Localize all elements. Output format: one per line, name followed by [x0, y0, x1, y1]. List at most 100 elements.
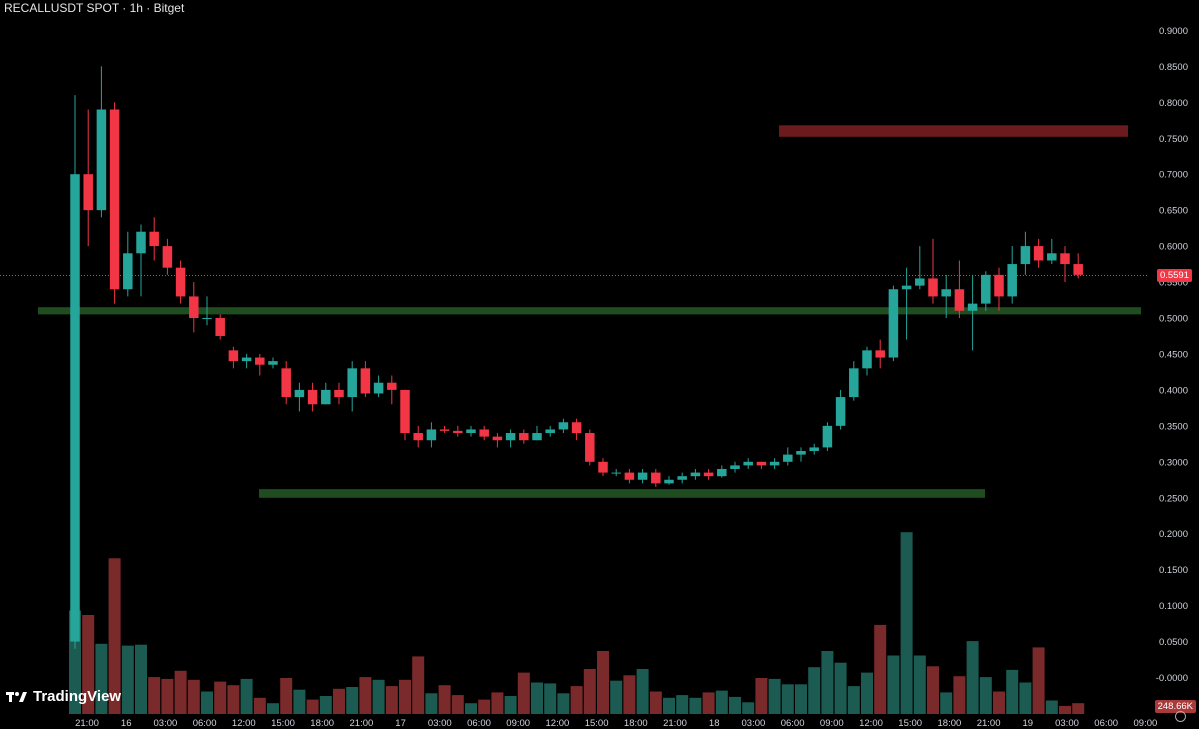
candle: [717, 465, 727, 478]
time-tick-label: 15:00: [585, 718, 609, 729]
price-tick-label: 0.7500: [1159, 134, 1188, 145]
price-axis[interactable]: 0.9000 0.8500 0.8000 0.7500 0.7000 0.6500 0.60…: [1156, 26, 1188, 684]
time-tick-label: 16: [121, 718, 132, 729]
candle-body: [981, 274, 991, 304]
candle: [360, 361, 371, 398]
volume-bar: [913, 655, 926, 714]
volume-bar: [544, 683, 557, 714]
candle: [453, 425, 463, 437]
candle: [466, 425, 476, 437]
time-tick-label: 12:00: [546, 718, 570, 729]
time-axis[interactable]: 21:00 16 03:00 06:00 12:00 15:00 18:00 21:00 17 0…: [75, 718, 1157, 729]
volume-bar: [953, 676, 966, 714]
candle: [136, 224, 146, 297]
volume-bar: [887, 655, 900, 714]
candle-body: [149, 231, 159, 247]
candle: [545, 425, 555, 437]
candle-body: [598, 461, 608, 473]
volume-bar: [359, 677, 372, 714]
candle: [651, 468, 661, 487]
candle: [426, 422, 437, 448]
volume-bar: [874, 624, 887, 714]
time-tick-label: 09:00: [1134, 718, 1158, 729]
candle-body: [585, 433, 595, 462]
candle-body: [941, 289, 951, 297]
candle-body: [83, 174, 93, 211]
time-tick-label: 21:00: [977, 718, 1001, 729]
candle: [281, 361, 291, 405]
candle-body: [123, 253, 133, 290]
volume-bar: [135, 644, 147, 714]
volume-bar: [438, 685, 451, 714]
candle: [677, 472, 687, 484]
time-tick-label: 15:00: [898, 718, 922, 729]
volume-bar: [95, 643, 108, 714]
volume-bar: [1059, 705, 1071, 714]
candle: [373, 375, 384, 398]
volume-bar: [1032, 647, 1045, 714]
candle-body: [756, 461, 767, 466]
settings-icon[interactable]: [1175, 711, 1186, 722]
candle: [585, 429, 595, 466]
volume-label: 248.66K: [1154, 700, 1196, 713]
candle-body: [162, 246, 173, 268]
candle: [598, 458, 608, 477]
candle: [967, 274, 978, 351]
volume-bar: [399, 679, 411, 714]
candle-body: [888, 289, 899, 358]
volume-bar: [267, 703, 279, 714]
candle-body: [571, 422, 582, 434]
candle: [941, 274, 951, 318]
candle: [637, 468, 648, 484]
time-tick-label: 06:00: [1094, 718, 1118, 729]
time-tick-label: 06:00: [193, 718, 217, 729]
support-zone: [38, 307, 1141, 315]
volume-bar: [372, 679, 385, 714]
candle: [690, 468, 701, 480]
candle: [294, 382, 305, 412]
tradingview-logo[interactable]: TradingView: [6, 688, 121, 705]
volume-bar: [742, 702, 755, 714]
volume-bar: [927, 666, 939, 714]
symbol-title[interactable]: RECALLUSDT SPOT · 1h · Bitget: [4, 1, 185, 15]
volume-bar: [227, 685, 240, 714]
candle-body: [492, 436, 503, 441]
volume-bar: [201, 691, 213, 714]
volume-bar: [82, 615, 95, 714]
candle: [321, 382, 331, 405]
candle: [162, 238, 173, 275]
candle-body: [717, 468, 727, 477]
candle-body: [189, 296, 199, 318]
candle-body: [1020, 246, 1031, 265]
candle: [624, 468, 635, 484]
candle: [334, 382, 344, 405]
volume-bar: [121, 645, 134, 714]
volume-bar: [253, 697, 266, 714]
candle-body: [281, 368, 291, 398]
candle: [413, 425, 423, 448]
volume-bar: [808, 667, 821, 714]
candle-body: [400, 389, 410, 434]
time-tick-label: 18:00: [310, 718, 334, 729]
candle: [202, 296, 212, 326]
candle-body: [901, 285, 912, 290]
time-tick-label: 03:00: [428, 718, 452, 729]
price-tick-label: 0.0500: [1159, 637, 1188, 648]
volume-bar: [597, 651, 609, 714]
price-tick-label: 0.7000: [1159, 170, 1188, 181]
candle-body: [743, 461, 753, 466]
volume-bar: [504, 696, 517, 714]
volume-bar: [214, 681, 227, 714]
candle-body: [1033, 246, 1044, 261]
candle-body: [677, 476, 687, 480]
volume-bar: [557, 693, 570, 714]
price-tick-label: 0.5500: [1159, 278, 1188, 289]
time-tick-label: 18:00: [624, 718, 648, 729]
volume-bar: [861, 672, 873, 714]
volume-bar: [755, 678, 768, 714]
time-tick-label: 03:00: [1055, 718, 1079, 729]
candle-body: [624, 472, 635, 480]
price-tick-label: 0.9000: [1159, 26, 1188, 37]
candle: [532, 425, 542, 441]
